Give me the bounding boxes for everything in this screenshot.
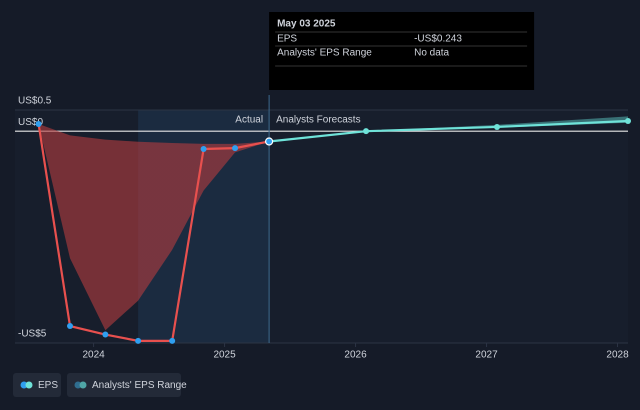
legend-button — [13, 373, 61, 397]
x-tick-label: 2025 — [213, 350, 236, 361]
legend-label: Analysts' EPS Range — [92, 380, 187, 391]
tooltip-date: May 03 2025 — [277, 19, 336, 30]
eps-point — [494, 123, 501, 130]
x-tick-label: 2028 — [606, 350, 629, 361]
eps-point — [67, 323, 74, 330]
tooltip-box — [269, 12, 535, 90]
tooltip-label: Analysts' EPS Range — [277, 48, 372, 59]
legend-dot — [25, 381, 33, 389]
eps-point — [200, 145, 207, 152]
eps-point — [35, 120, 42, 127]
y-tick-label: US$0 — [18, 117, 43, 128]
tooltip-value: No data — [414, 48, 449, 59]
legend-label: EPS — [38, 380, 58, 391]
legend-dot — [20, 381, 28, 389]
eps-point — [102, 331, 109, 338]
eps-point — [232, 145, 239, 152]
x-tick-label: 2026 — [344, 350, 367, 361]
divider-label: Actual — [235, 115, 263, 126]
range-band — [38, 116, 629, 331]
tooltip-label: EPS — [277, 34, 297, 45]
x-tick-label: 2027 — [475, 350, 498, 361]
legend-dot — [74, 381, 82, 389]
legend-button — [67, 373, 181, 397]
x-tick-label: 2024 — [82, 350, 105, 361]
tooltip-value: -US$0.243 — [414, 34, 462, 45]
eps-point — [625, 118, 631, 125]
eps-point — [169, 337, 176, 344]
y-tick-label: US$0.5 — [18, 96, 52, 107]
eps-point — [363, 128, 370, 135]
divider-label: Analysts Forecasts — [276, 115, 360, 126]
eps-point — [265, 137, 274, 146]
y-tick-label: -US$5 — [18, 329, 47, 340]
eps-point — [135, 337, 142, 344]
legend-dot — [79, 381, 87, 389]
